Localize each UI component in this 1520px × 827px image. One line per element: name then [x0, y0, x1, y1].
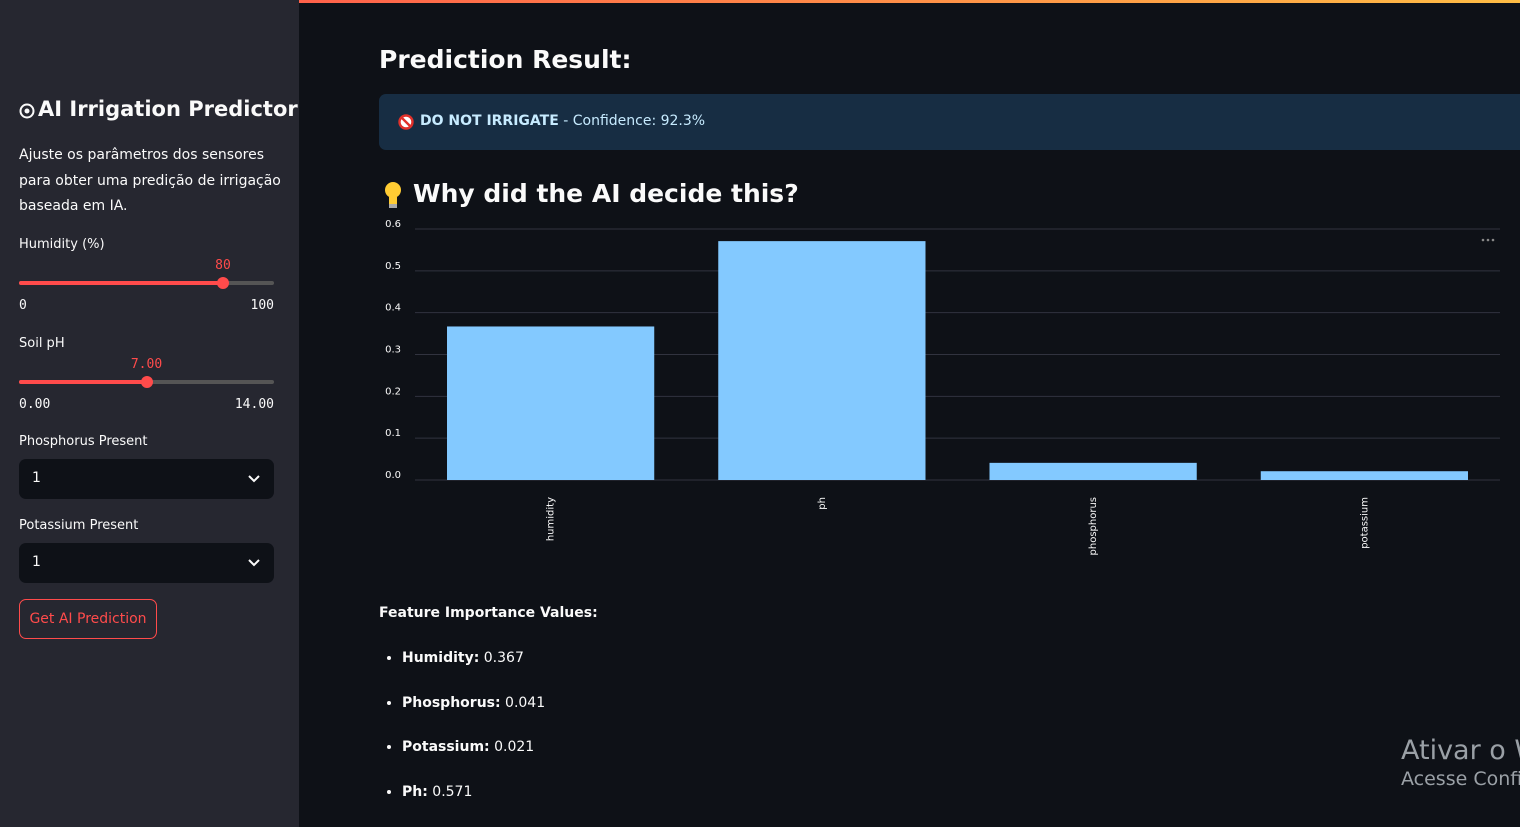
result-box: DO NOT IRRIGATE - Confidence: 92.3% — [379, 94, 1520, 150]
importance-name: Potassium: — [402, 739, 490, 756]
predict-button[interactable]: Get AI Prediction — [19, 599, 157, 639]
watermark: Ativar o Windows Acesse Configurações pa… — [1401, 735, 1520, 790]
bar — [718, 241, 926, 480]
chevron — [248, 475, 260, 483]
heading: Prediction Result: — [379, 45, 632, 74]
x-tick-label: humidity — [546, 497, 557, 541]
x-tick-label: potassium — [1359, 497, 1370, 549]
result-icon — [398, 114, 414, 130]
bar — [1260, 471, 1468, 480]
watermark-line: Ativar o Windows — [1401, 735, 1520, 766]
importance-heading: Feature Importance Values: — [379, 605, 598, 621]
watermark-line: Acesse Configurações para ativar o Windo… — [1401, 768, 1520, 790]
importance-item: Potassium: 0.021 — [402, 725, 545, 770]
select-label: Potassium Present — [19, 518, 139, 533]
title-icon — [19, 103, 35, 119]
sidebar-title: AI Irrigation Predictor — [38, 97, 298, 121]
importance-name: Phosphorus: — [402, 694, 501, 711]
result-status: DO NOT IRRIGATE — [420, 113, 559, 129]
select-value: 1 — [32, 554, 41, 570]
slider-max: 100 — [250, 298, 274, 313]
y-tick-label: 0.5 — [385, 261, 401, 272]
slider-label: Soil pH — [19, 336, 65, 351]
result-detail: - Confidence: 92.3% — [563, 113, 706, 129]
slider-value: 7.00 — [130, 357, 163, 372]
x-tick-label: ph — [817, 497, 828, 510]
slider-thumb — [140, 376, 153, 388]
slider[interactable]: 80 0 100 — [19, 256, 274, 316]
bulb-icon — [385, 182, 401, 208]
importance-value: 0.041 — [505, 694, 546, 711]
y-tick-label: 0.3 — [385, 345, 401, 356]
y-tick-label: 0.6 — [385, 220, 401, 230]
y-tick-label: 0.4 — [385, 303, 401, 314]
chevron — [248, 559, 260, 567]
slider-max: 14.00 — [234, 397, 274, 412]
top-bar — [0, 0, 1520, 3]
importance-item: Phosphorus: 0.041 — [402, 681, 545, 726]
importance-value: 0.021 — [494, 739, 535, 756]
bar — [447, 326, 655, 480]
importance-item: Humidity: 0.367 — [402, 636, 545, 681]
importance-list: Humidity: 0.367Phosphorus: 0.041Potassiu… — [379, 636, 545, 815]
chart: 0.0 0.1 0.2 0.3 0.4 0.5 0.6 humidity ph phosphoru… — [385, 220, 1500, 555]
select[interactable]: 1 — [19, 543, 274, 583]
slider-thumb — [217, 277, 229, 289]
slider-value: 80 — [215, 258, 231, 273]
bar — [989, 462, 1197, 480]
slider-min: 0 — [19, 298, 27, 313]
select[interactable]: 1 — [19, 459, 274, 499]
slider-fill — [19, 281, 223, 285]
importance-value: 0.571 — [432, 784, 473, 801]
importance-name: Ph: — [402, 784, 428, 801]
x-tick-label: phosphorus — [1088, 497, 1099, 555]
chart-heading: Why did the AI decide this? — [413, 179, 799, 208]
y-tick-label: 0.2 — [385, 386, 401, 397]
slider-label: Humidity (%) — [19, 237, 105, 252]
importance-item: Ph: 0.571 — [402, 770, 545, 815]
y-tick-label: 0.0 — [385, 470, 401, 481]
importance-value: 0.367 — [483, 650, 524, 666]
importance-name: Humidity: — [402, 650, 480, 666]
slider-min: 0.00 — [19, 397, 51, 412]
y-tick-label: 0.1 — [385, 428, 401, 439]
sidebar-description: Ajuste os parâmetros dos sensores para o… — [19, 147, 281, 214]
select-value: 1 — [32, 470, 41, 486]
slider-fill — [19, 380, 147, 384]
sidebar: AI Irrigation Predictor Ajuste os parâme… — [0, 0, 299, 827]
select-label: Phosphorus Present — [19, 434, 148, 449]
slider[interactable]: 7.00 0.00 14.00 — [19, 355, 274, 415]
